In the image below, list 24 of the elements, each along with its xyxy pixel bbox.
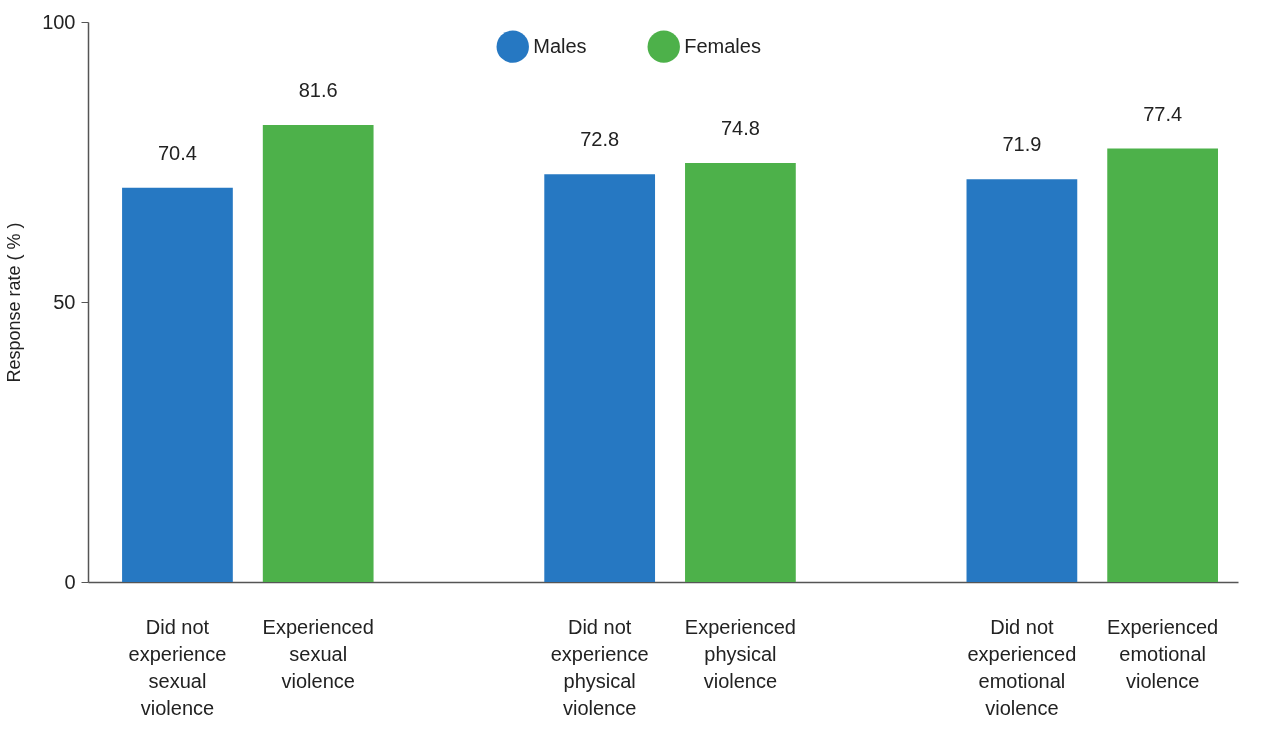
x-tick-label: Experienced physical violence <box>684 616 796 692</box>
bar <box>685 163 796 582</box>
bar <box>966 179 1078 582</box>
data-label: 72.8 <box>580 128 620 151</box>
y-tick-label: 0 <box>64 570 76 593</box>
x-tick-label: Did not experienced emotional violence <box>967 616 1077 719</box>
data-label: 71.9 <box>1002 133 1042 156</box>
data-label: 77.4 <box>1143 102 1183 125</box>
y-tick-label: 100 <box>42 10 76 33</box>
bar <box>262 125 374 582</box>
y-tick-label: 50 <box>53 290 76 313</box>
bar <box>1107 148 1218 582</box>
x-tick-label: Experienced sexual violence <box>262 616 374 692</box>
data-label: 81.6 <box>298 79 338 102</box>
bar <box>544 174 656 582</box>
y-axis-title: Response rate ( % ) <box>4 222 25 383</box>
legend-label: Females <box>684 34 761 57</box>
legend-label: Males <box>533 34 587 57</box>
data-label: 70.4 <box>157 141 197 164</box>
x-tick-label: Did not experience physical violence <box>550 616 649 719</box>
x-tick-label: Did not experience sexual violence <box>128 616 227 719</box>
data-label: 74.8 <box>720 117 760 140</box>
bar <box>122 187 233 582</box>
x-tick-label: Experienced emotional violence <box>1107 616 1219 692</box>
